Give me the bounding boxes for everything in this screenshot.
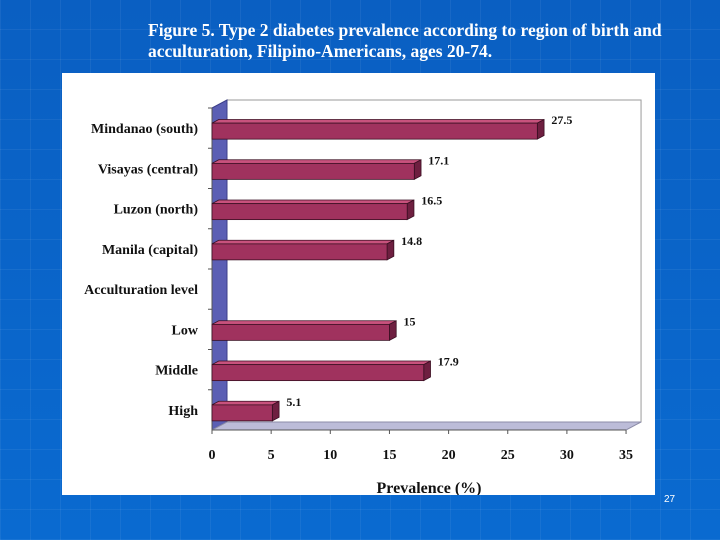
category-label: Acculturation level (84, 283, 198, 298)
bar (211, 203, 408, 221)
x-tick-label: 15 (382, 448, 396, 463)
bar-top-face (211, 320, 397, 325)
bar (211, 404, 273, 422)
x-tick-label: 0 (209, 448, 216, 463)
slide-title: Figure 5. Type 2 diabetes prevalence acc… (148, 20, 662, 61)
category-label: Visayas (central) (98, 162, 199, 177)
bar-top-face (211, 400, 280, 406)
bar-side-face (413, 159, 422, 181)
bar-top-face (211, 119, 545, 124)
bar-side-face (271, 400, 280, 422)
data-label: 27.5 (551, 113, 572, 127)
category-label: Luzon (north) (114, 203, 199, 218)
bar-side-face (406, 199, 415, 221)
category-label: Middle (155, 364, 198, 379)
bar-side-face (536, 118, 545, 140)
data-label: 15 (403, 314, 415, 328)
category-label: Mindanao (south) (91, 122, 198, 137)
bar-top-face (211, 199, 415, 205)
bar-top-face (211, 159, 422, 164)
x-tick-label: 20 (442, 448, 456, 463)
category-label: High (168, 404, 198, 419)
data-label: 17.1 (428, 153, 449, 167)
page-number: 27 (664, 494, 676, 505)
bar-side-face (423, 360, 431, 382)
data-label: 17.9 (438, 355, 459, 369)
bar-top-face (211, 239, 395, 245)
bar (211, 364, 425, 382)
bar-side-face (386, 239, 395, 261)
category-label: Manila (capital) (102, 243, 198, 258)
bar-top-face (211, 360, 431, 366)
bar (211, 323, 390, 341)
bar-chart: 0 5 10 15 20 25 30 35 Mindanao (south) 27.5 Visaya… (84, 99, 642, 495)
x-tick-label: 25 (501, 448, 515, 463)
data-label: 16.5 (421, 194, 442, 208)
x-axis-title: Prevalence (%) (377, 480, 482, 495)
chart-floor (211, 421, 642, 431)
chart-panel: 0 5 10 15 20 25 30 35 Mindanao (south) 27.5 Visaya… (62, 73, 655, 495)
bar (211, 122, 538, 140)
bar (211, 243, 388, 261)
category-label: Low (172, 323, 199, 338)
bar (211, 162, 415, 180)
x-tick-label: 30 (560, 448, 574, 463)
x-tick-label: 5 (268, 448, 275, 463)
x-tick-label: 10 (323, 448, 337, 463)
data-label: 5.1 (286, 395, 301, 409)
data-label: 14.8 (401, 234, 422, 248)
bar-side-face (389, 320, 397, 342)
x-tick-label: 35 (619, 448, 633, 463)
